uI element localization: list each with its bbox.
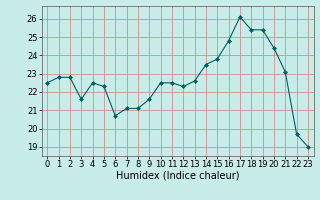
X-axis label: Humidex (Indice chaleur): Humidex (Indice chaleur) (116, 171, 239, 181)
